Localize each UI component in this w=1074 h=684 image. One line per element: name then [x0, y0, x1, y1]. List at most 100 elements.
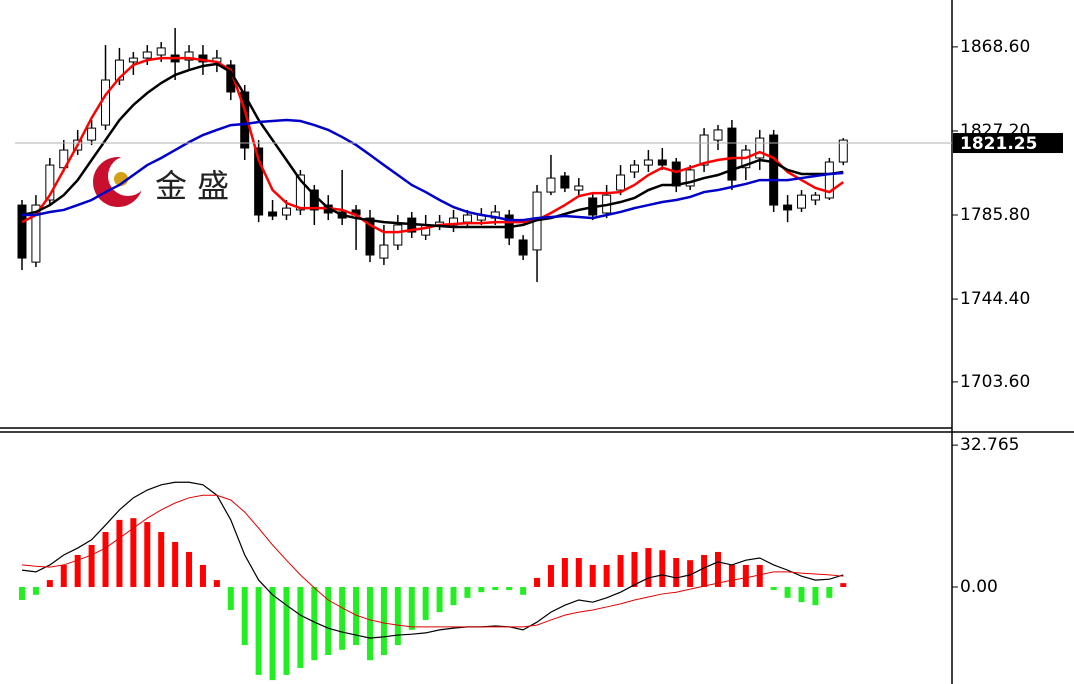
- candle-body: [156, 47, 166, 56]
- histogram-bar: [74, 554, 81, 588]
- histogram-bar: [784, 587, 791, 598]
- histogram-bar: [241, 587, 248, 646]
- candle-body: [824, 161, 834, 199]
- histogram-bar: [172, 541, 179, 588]
- candle-body: [629, 164, 639, 173]
- histogram-bar: [46, 580, 53, 588]
- histogram-bar: [506, 587, 513, 591]
- histogram-bar: [102, 532, 109, 588]
- candle-body: [838, 139, 848, 163]
- candle-body: [518, 239, 528, 256]
- histogram-bar: [770, 587, 777, 591]
- histogram-bar: [659, 550, 666, 588]
- y-tick-label: 1868.60: [960, 37, 1030, 57]
- histogram-bar: [311, 587, 318, 661]
- candle-body: [87, 127, 97, 141]
- candle-body: [671, 161, 681, 187]
- histogram-bar: [631, 551, 638, 588]
- candle-body: [797, 194, 807, 209]
- current-price-box: [953, 133, 1063, 154]
- histogram-bar: [88, 545, 95, 588]
- candle-body: [45, 164, 55, 201]
- histogram-bar: [353, 587, 360, 646]
- histogram-bar: [742, 564, 749, 588]
- histogram-bar: [645, 548, 652, 588]
- candle-body: [713, 129, 723, 141]
- moving-average: [21, 62, 844, 229]
- histogram-bar: [144, 522, 151, 588]
- histogram-bar: [728, 564, 735, 588]
- candle-body: [365, 217, 375, 256]
- histogram-bar: [547, 564, 554, 588]
- histogram-bar: [227, 587, 234, 610]
- histogram-bar: [575, 558, 582, 588]
- histogram-bar: [422, 587, 429, 620]
- candle-body: [101, 79, 111, 126]
- histogram-bar: [561, 558, 568, 588]
- candle-body: [184, 51, 194, 61]
- histogram-bar: [32, 587, 39, 595]
- candle-body: [379, 244, 389, 259]
- histogram-bar: [756, 564, 763, 588]
- histogram-bar: [325, 587, 332, 655]
- histogram-bar: [116, 519, 123, 588]
- y-tick-label: 1785.80: [960, 205, 1030, 225]
- candle-body: [114, 59, 124, 81]
- histogram-bar: [534, 577, 541, 588]
- histogram-bar: [186, 551, 193, 588]
- candle-body: [393, 224, 403, 246]
- histogram-bar: [436, 587, 443, 613]
- histogram-bar: [60, 564, 67, 588]
- histogram-bar: [380, 587, 387, 655]
- y-tick-label: 1744.40: [960, 289, 1030, 309]
- histogram-bar: [464, 587, 471, 598]
- histogram-bar: [408, 587, 415, 630]
- candle-body: [462, 214, 472, 223]
- histogram-bar: [367, 587, 373, 661]
- candle-body: [769, 134, 779, 206]
- histogram-bar: [339, 587, 346, 650]
- signal-line: [21, 494, 844, 628]
- candle-body: [295, 174, 305, 211]
- histogram-bar: [450, 587, 457, 606]
- watermark: 金 盛: [155, 167, 229, 205]
- candle-body: [685, 169, 695, 187]
- histogram-bar: [812, 587, 819, 606]
- histogram-bar: [199, 564, 206, 588]
- candle-body: [574, 185, 584, 191]
- histogram-bar: [492, 587, 499, 591]
- candle-body: [128, 57, 138, 63]
- candle-body: [268, 211, 278, 217]
- y-tick-label: 32.765: [960, 435, 1019, 455]
- histogram-bar: [701, 554, 708, 588]
- candle-body: [254, 147, 264, 216]
- histogram-bar: [19, 587, 25, 600]
- histogram-bar: [589, 564, 596, 588]
- candle-body: [727, 127, 737, 181]
- histogram-bar: [520, 587, 527, 595]
- histogram-bar: [826, 587, 833, 598]
- candle-body: [31, 204, 41, 263]
- histogram-bar: [603, 564, 610, 588]
- histogram-bar: [130, 518, 137, 588]
- candle-body: [616, 174, 626, 191]
- candle-body: [17, 204, 27, 259]
- candle-body: [560, 175, 570, 189]
- histogram-bar: [394, 587, 401, 646]
- candle-body: [643, 159, 653, 166]
- histogram-bar: [213, 580, 220, 588]
- histogram-bar: [673, 558, 680, 588]
- histogram-bar: [840, 583, 847, 588]
- current-price-label: 1821.25: [960, 134, 1037, 154]
- histogram-bar: [283, 587, 290, 675]
- candle-body: [755, 137, 765, 159]
- histogram-bar: [255, 587, 262, 675]
- candle-body: [281, 207, 291, 216]
- macd-line: [21, 481, 844, 639]
- candle-body: [142, 51, 152, 59]
- histogram-bar: [269, 587, 276, 681]
- moving-average: [22, 118, 844, 222]
